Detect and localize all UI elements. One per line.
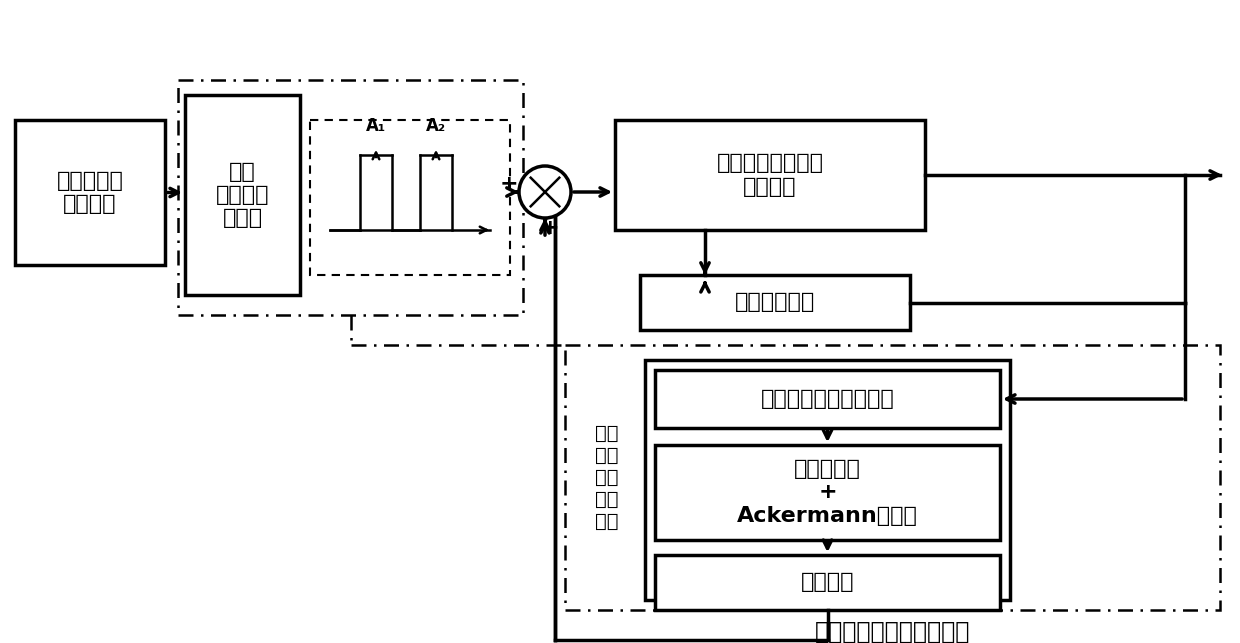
Bar [615,120,925,230]
Bar [655,370,999,428]
Text: 反馈增益: 反馈增益 [801,572,854,592]
Text: +: + [541,218,559,238]
Bar [179,80,523,315]
Text: 系统扭振强制稳定控制器: 系统扭振强制稳定控制器 [815,620,970,643]
Text: 风力发电机变桨距
传动轴系: 风力发电机变桨距 传动轴系 [717,154,823,197]
Text: A₂: A₂ [425,117,446,135]
Text: +: + [500,174,518,194]
Text: 系统
全状
态反
馈调
节器: 系统 全状 态反 馈调 节器 [595,424,619,531]
Bar [310,120,510,275]
Bar [565,345,1220,610]
Text: 传动轴系反馈控制系统: 传动轴系反馈控制系统 [760,389,894,409]
Bar [655,445,999,540]
Text: 系统状态变量: 系统状态变量 [735,293,815,312]
Text: 系统
输入时滞
整形器: 系统 输入时滞 整形器 [216,162,269,228]
Text: 低速大扭矩
永磁电机: 低速大扭矩 永磁电机 [57,171,124,214]
Circle shape [520,166,570,218]
Bar [655,555,999,610]
Bar [640,275,910,330]
Text: 极点配置法
+
Ackermann公式法: 极点配置法 + Ackermann公式法 [737,459,918,526]
Bar [15,120,165,265]
Bar [645,360,1011,600]
Text: A₁: A₁ [366,117,386,135]
Bar [185,95,300,295]
